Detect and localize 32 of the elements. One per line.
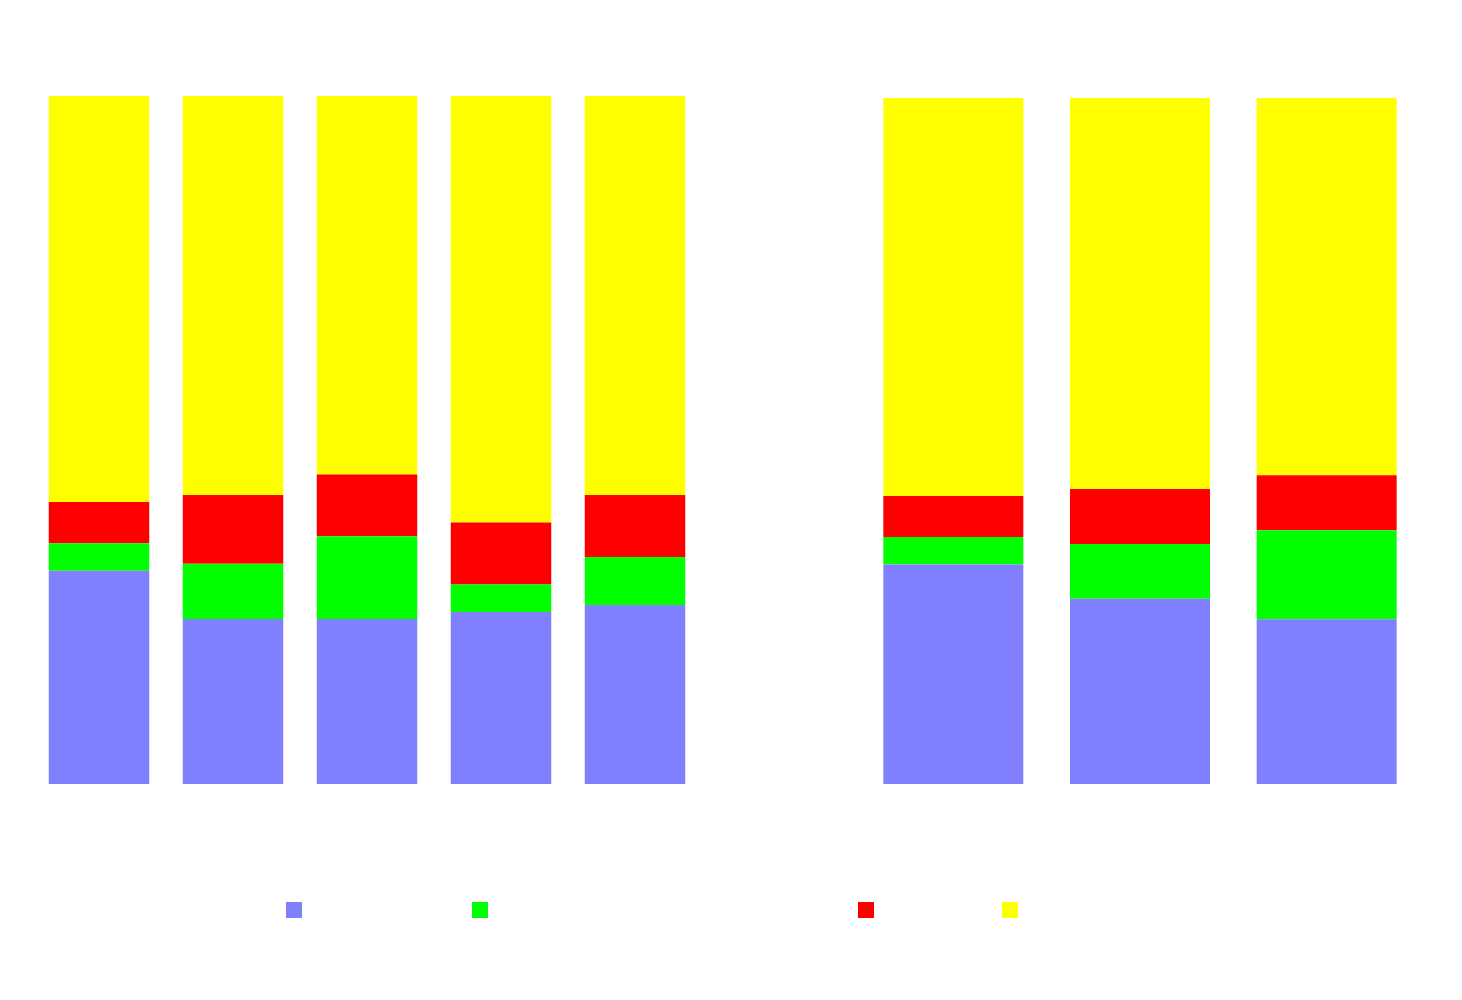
bar	[1070, 489, 1210, 544]
bar	[584, 556, 686, 606]
bar	[48, 543, 150, 571]
bar	[48, 96, 150, 502]
bar	[1256, 98, 1397, 476]
bar	[182, 563, 284, 619]
bar	[450, 584, 552, 612]
bar	[182, 618, 284, 784]
bar	[1256, 619, 1397, 784]
bar	[883, 495, 1024, 538]
bar	[584, 495, 686, 557]
bar	[584, 605, 686, 784]
bar	[316, 474, 418, 537]
bar	[316, 536, 418, 619]
bar	[1256, 475, 1397, 531]
bar	[1070, 598, 1210, 784]
bar	[1256, 530, 1397, 620]
bar	[182, 96, 284, 496]
bar	[450, 522, 552, 585]
bar	[883, 98, 1024, 496]
bar	[182, 495, 284, 564]
bar	[450, 612, 552, 784]
bar	[1070, 543, 1210, 599]
bar	[316, 96, 418, 475]
bar	[48, 570, 150, 784]
bar	[316, 618, 418, 784]
bar	[1070, 98, 1210, 490]
bar	[48, 501, 150, 544]
bar	[450, 96, 552, 523]
bar	[883, 564, 1024, 784]
bar	[584, 96, 686, 496]
bar	[883, 537, 1024, 565]
